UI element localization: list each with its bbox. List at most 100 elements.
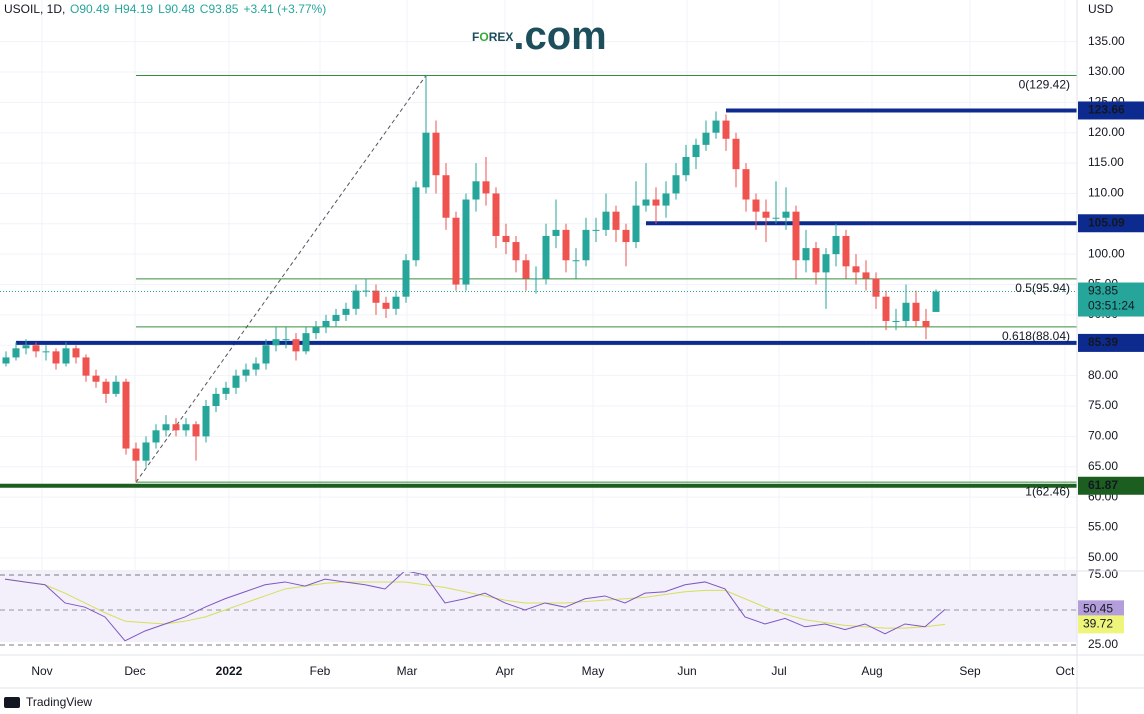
candle-body [912,302,920,321]
x-tick-label: Apr [496,664,515,678]
symbol: USOIL, 1D, [4,2,65,16]
rsi-line [4,572,946,642]
fib-label: 1(62.46) [1025,484,1070,498]
x-tick-label: Jul [771,664,786,678]
rsi-ma-last-label: 39.72 [1083,617,1113,631]
candle-body [2,357,10,364]
candle-body [742,169,750,200]
candle-body [182,424,190,431]
candle-body [582,229,590,261]
candle-body [152,430,160,443]
candle-body [192,424,200,437]
fib-label: 0(129.42) [1019,78,1070,92]
candle-body [172,424,180,431]
candle-body [522,260,530,279]
candle-body [512,242,520,261]
candle-body [482,181,490,194]
x-tick-label: Nov [31,664,52,678]
level-badge [1078,101,1144,120]
candle-body [262,345,270,364]
candle-body [82,357,90,376]
candle-body [692,144,700,158]
quote-part: +3.41 (+3.77%) [243,2,326,16]
candle-body [22,345,30,349]
candle-body [302,333,310,352]
tv-icon [4,697,20,708]
y-tick-label: 115.00 [1088,155,1124,169]
candle-body [502,235,510,243]
candle-body [12,348,20,358]
candle-body [652,199,660,206]
rsi-badge [1078,600,1124,619]
rsi-ma-line [4,578,946,629]
candle-body [702,132,710,145]
level-label: 123.66 [1088,103,1125,117]
level-label: 61.87 [1088,478,1118,492]
candle-body [452,217,460,285]
candle-body [72,348,80,358]
fib-label: 0.5(95.94) [1015,281,1070,295]
candle-body [682,157,690,176]
candle-body [492,193,500,236]
candle-body [382,302,390,309]
y-tick-label: 55.00 [1088,520,1118,534]
y-tick-label: 50.00 [1088,550,1118,564]
last-price-badge [1078,282,1144,317]
candle-body [242,369,250,376]
candle-body [202,406,210,437]
candle-body [222,387,230,394]
candle-body [862,272,870,279]
candle-body [142,442,150,461]
candle-body [882,296,890,321]
candle-body [722,120,730,139]
x-tick-label: Oct [1056,664,1075,678]
x-tick-label: Aug [861,664,882,678]
candle-body [102,381,110,394]
y-tick-label: 130.00 [1088,64,1125,78]
candle-body [432,132,440,176]
candle-body [42,351,50,353]
rsi-ma-badge [1078,615,1124,634]
quote-part: L90.48 [158,2,195,16]
candle-body [732,138,740,170]
logo-part: REX [489,30,514,44]
y-tick-label: 135.00 [1088,34,1125,48]
x-tick-label: Sep [959,664,981,678]
candle-body [872,278,880,297]
quote-part: C93.85 [200,2,239,16]
candle-body [932,291,940,312]
y-tick-label: 100.00 [1088,246,1125,260]
candle-body [162,424,170,431]
candle-body [672,175,680,194]
candle-body [902,302,910,321]
x-tick-label: Jun [677,664,696,678]
candle-body [32,345,40,352]
candle-body [802,248,810,261]
candle-body [622,229,630,243]
logo: FOREX.com [472,14,607,58]
candle-body [662,193,670,206]
x-tick-label: Mar [397,664,418,678]
candle-body [792,211,800,261]
candle-body [352,290,360,309]
candle-body [642,199,650,206]
candle-body [542,235,550,279]
candle-body [442,175,450,218]
candle-body [292,339,300,352]
candle-body [572,260,580,262]
candle-body [412,187,420,261]
candle-body [212,393,220,407]
rsi-background [0,572,1077,642]
candle-body [52,351,60,364]
candle-body [782,211,790,218]
candle-body [562,229,570,261]
candle-body [402,260,410,297]
y-tick-label: 70.00 [1088,429,1118,443]
candle-body [132,448,140,461]
candle-body [592,229,600,231]
candle-body [762,211,770,218]
candle-body [112,381,120,394]
candle-body [822,254,830,273]
candle-body [552,229,560,236]
